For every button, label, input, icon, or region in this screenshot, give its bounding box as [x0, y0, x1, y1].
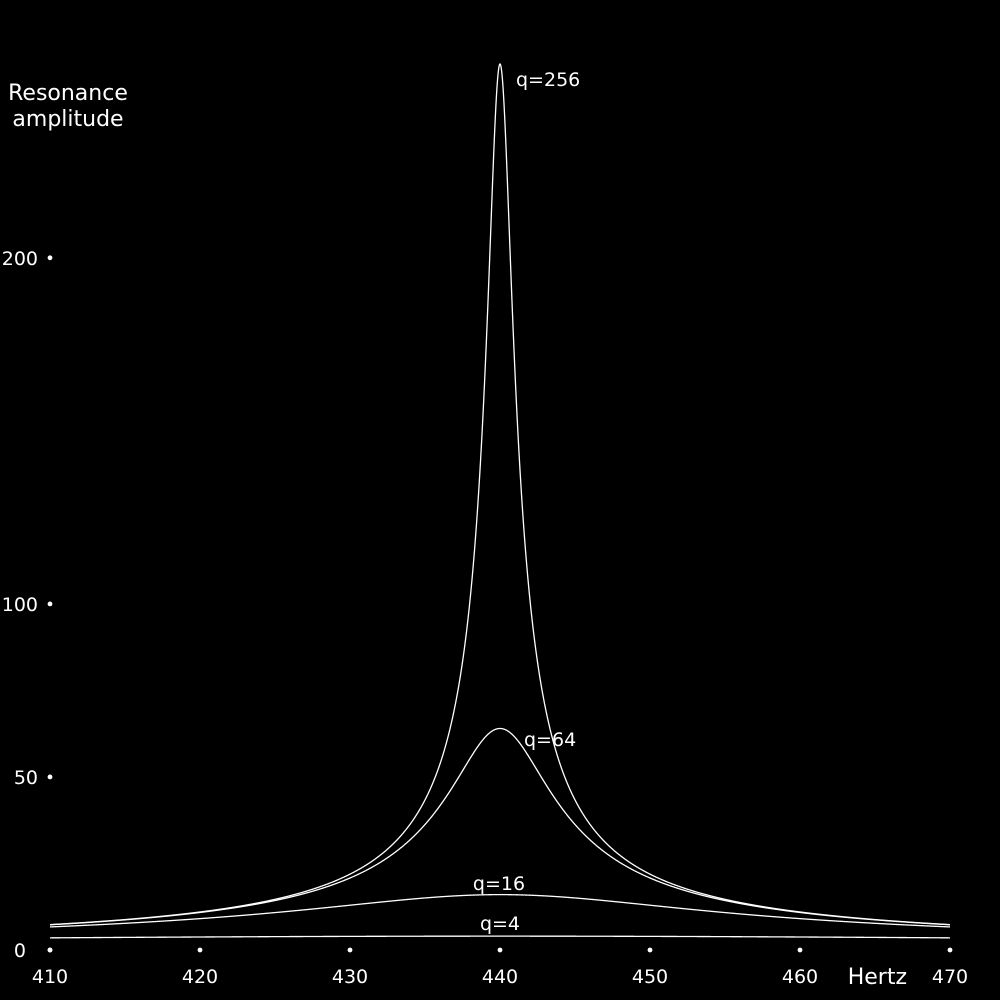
- series-labels: q=4 q=16 q=64 q=256: [473, 69, 580, 935]
- series-label-q64: q=64: [524, 729, 576, 751]
- y-tick-mark-50: [47, 774, 53, 780]
- x-tick-label-420: 420: [182, 966, 218, 988]
- x-tick-mark-420: [197, 947, 203, 953]
- series-label-q16: q=16: [473, 873, 525, 895]
- y-tick-label-50: 50: [14, 767, 38, 789]
- series-label-q256: q=256: [516, 69, 580, 91]
- y-tick-label-100: 100: [2, 594, 38, 616]
- x-tick-label-430: 430: [332, 966, 368, 988]
- x-tick-mark-450: [647, 947, 653, 953]
- x-axis-ticks: 410 420 430 440 450 460 470: [32, 947, 968, 988]
- series-label-q4: q=4: [480, 913, 520, 935]
- y-tick-mark-100: [47, 601, 53, 607]
- y-tick-mark-0: [47, 947, 53, 953]
- y-tick-mark-200: [47, 255, 53, 261]
- curve-q4: [49, 935, 951, 939]
- y-tick-label-200: 200: [2, 248, 38, 270]
- x-tick-label-450: 450: [632, 966, 668, 988]
- x-tick-label-470: 470: [932, 966, 968, 988]
- resonance-curves: [49, 63, 951, 939]
- curve-q64: [49, 727, 951, 926]
- x-tick-mark-430: [347, 947, 353, 953]
- x-tick-mark-440: [497, 947, 503, 953]
- x-tick-label-440: 440: [482, 966, 518, 988]
- y-axis-title-line-2: amplitude: [12, 107, 123, 132]
- x-axis-title: Hertz: [848, 965, 907, 990]
- y-tick-label-0: 0: [14, 940, 26, 962]
- y-axis-title: Resonance amplitude: [8, 81, 128, 132]
- x-tick-mark-460: [797, 947, 803, 953]
- x-tick-label-410: 410: [32, 966, 68, 988]
- x-tick-mark-470: [947, 947, 953, 953]
- curve-q16: [49, 893, 951, 928]
- y-axis-ticks: 0 50 100 200: [2, 248, 53, 962]
- y-axis-title-line-1: Resonance: [8, 81, 128, 106]
- curve-q256: [49, 63, 951, 926]
- x-tick-label-460: 460: [782, 966, 818, 988]
